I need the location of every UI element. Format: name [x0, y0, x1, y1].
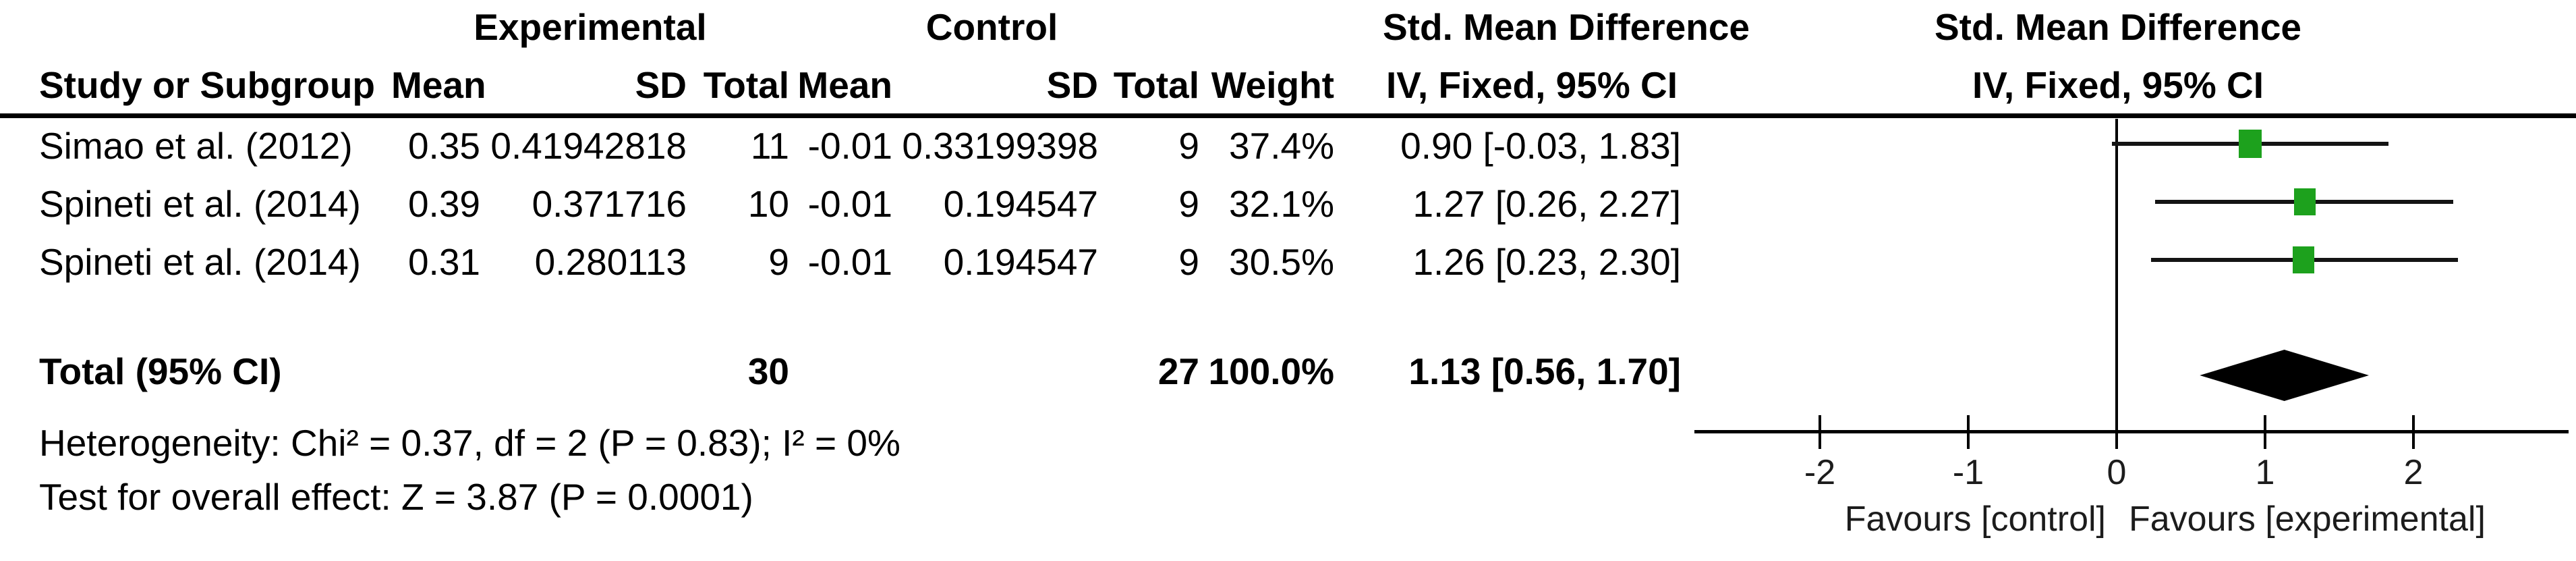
axis-tick-label: -2 [1804, 453, 1836, 492]
axis-tick [2115, 415, 2118, 449]
study-label: Spineti et al. (2014) [39, 183, 361, 225]
sd-control: 0.194547 [943, 241, 1098, 283]
estimate-ci: 0.90 [-0.03, 1.83] [1400, 125, 1681, 167]
estimate-ci: 1.26 [0.23, 2.30] [1412, 241, 1681, 283]
col-header-mean-experimental: Mean [391, 64, 486, 106]
header-divider-rule [0, 113, 2576, 118]
smd-title-plot: Std. Mean Difference [1934, 6, 2301, 48]
sd-experimental: 0.280113 [534, 241, 687, 283]
col-header-total-control: Total [1113, 64, 1199, 106]
mean-experimental: 0.31 [407, 241, 480, 283]
sd-control: 0.33199398 [902, 125, 1098, 167]
axis-tick-label: 1 [2255, 453, 2275, 492]
axis-tick-label: 0 [2107, 453, 2127, 492]
mean-experimental: 0.39 [407, 183, 480, 225]
col-header-weight: Weight [1211, 64, 1334, 106]
smd-title-table: Std. Mean Difference [1383, 6, 1750, 48]
col-header-sd-experimental: SD [635, 64, 687, 106]
col-header-total-experimental: Total [703, 64, 789, 106]
favours-left-label: Favours [control] [1844, 500, 2106, 539]
col-header-study: Study or Subgroup [39, 64, 376, 106]
axis-tick [1967, 415, 1970, 449]
total-control-n: 27 [1157, 350, 1199, 392]
total-control: 9 [1178, 241, 1199, 283]
total-weight: 100.0% [1208, 350, 1334, 392]
sd-control: 0.194547 [943, 183, 1098, 225]
study-label: Spineti et al. (2014) [39, 241, 361, 283]
mean-control: -0.01 [807, 125, 892, 167]
total-row-label: Total (95% CI) [39, 350, 282, 392]
mean-control: -0.01 [807, 183, 892, 225]
study-square-marker [2294, 188, 2316, 215]
favours-right-label: Favours [experimental] [2129, 500, 2486, 539]
weight: 37.4% [1229, 125, 1334, 167]
study-square-marker [2239, 130, 2262, 158]
total-experimental: 10 [747, 183, 789, 225]
x-axis-line [1694, 430, 2569, 433]
group-header-control: Control [925, 6, 1058, 48]
col-header-iv-plot: IV, Fixed, 95% CI [1972, 64, 2264, 106]
total-control: 9 [1178, 183, 1199, 225]
total-experimental: 11 [750, 125, 789, 167]
estimate-ci: 1.27 [0.26, 2.27] [1412, 183, 1681, 225]
mean-control: -0.01 [807, 241, 892, 283]
total-estimate: 1.13 [0.56, 1.70] [1408, 350, 1681, 392]
axis-tick [1819, 415, 1821, 449]
col-header-sd-control: SD [1046, 64, 1098, 106]
axis-tick-label: -1 [1952, 453, 1984, 492]
group-header-experimental: Experimental [474, 6, 707, 48]
study-label: Simao et al. (2012) [39, 125, 353, 167]
sd-experimental: 0.41942818 [490, 125, 687, 167]
sd-experimental: 0.371716 [532, 183, 687, 225]
zero-effect-line [2115, 119, 2118, 432]
axis-tick [2264, 415, 2266, 449]
overall-effect-note: Test for overall effect: Z = 3.87 (P = 0… [39, 476, 753, 518]
axis-tick-label: 2 [2403, 453, 2424, 492]
study-square-marker [2293, 246, 2315, 273]
mean-experimental: 0.35 [407, 125, 480, 167]
total-control: 9 [1178, 125, 1199, 167]
pooled-diamond [2200, 350, 2369, 401]
axis-tick [2412, 415, 2415, 449]
total-experimental: 9 [768, 241, 789, 283]
col-header-mean-control: Mean [797, 64, 892, 106]
weight: 32.1% [1229, 183, 1334, 225]
heterogeneity-note: Heterogeneity: Chi² = 0.37, df = 2 (P = … [39, 422, 900, 464]
weight: 30.5% [1229, 241, 1334, 283]
col-header-iv-table: IV, Fixed, 95% CI [1385, 64, 1678, 106]
total-experimental-n: 30 [747, 350, 789, 392]
